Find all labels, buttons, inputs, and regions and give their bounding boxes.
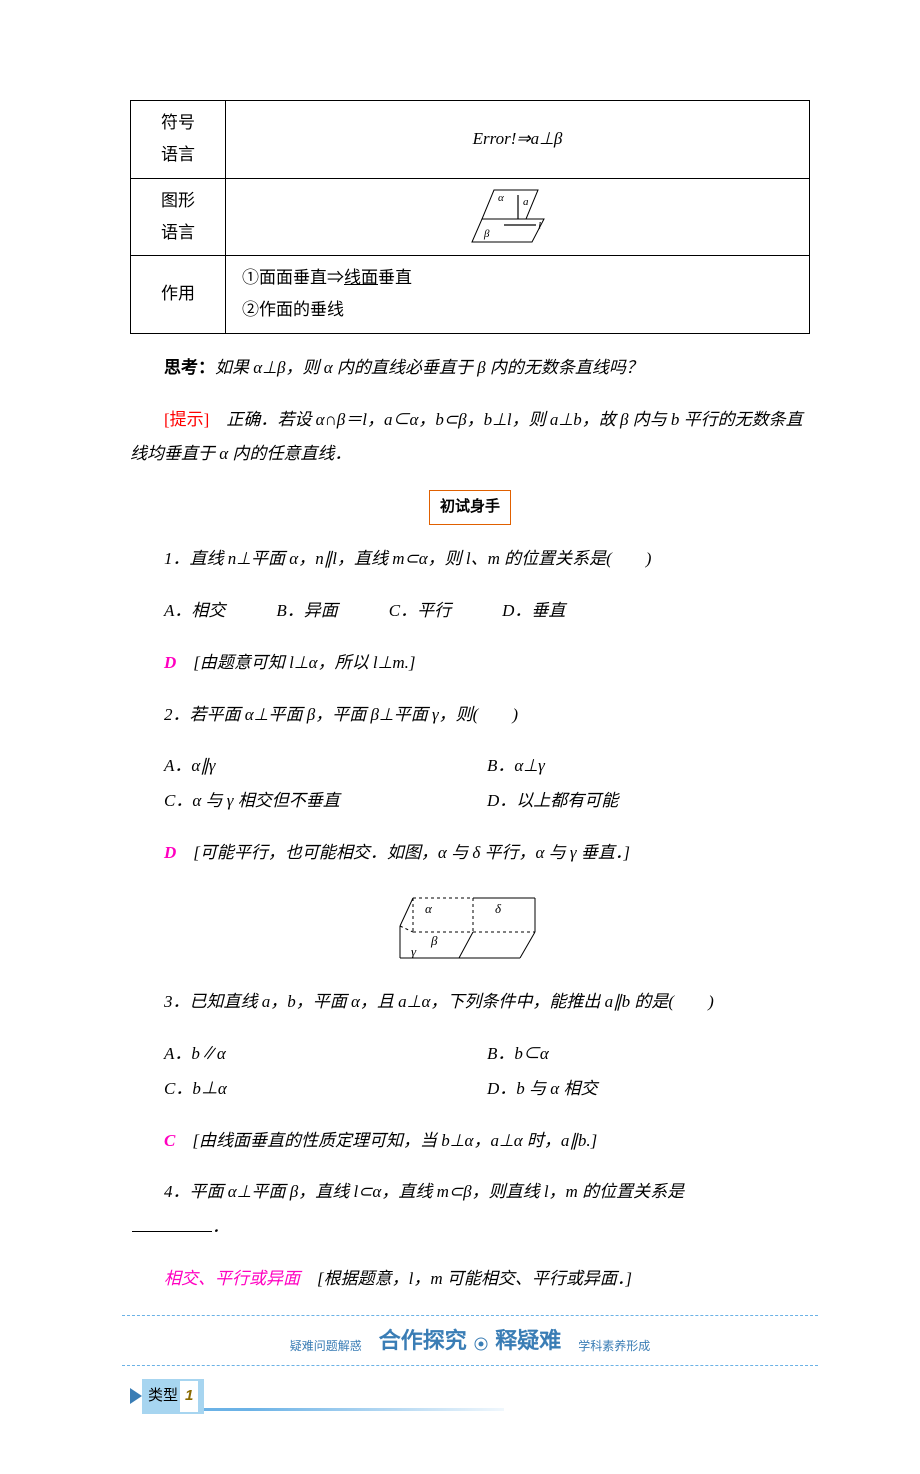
q3-answer: C [由线面垂直的性质定理可知，当 b⊥α，a⊥α 时，a∥b.] [130, 1124, 810, 1159]
row-figure-label: 图形 语言 [131, 178, 226, 256]
tip-text: 正确．若设 α∩β＝l，a⊂α，b⊂β，b⊥l，则 a⊥b，故 β 内与 b 平… [130, 410, 803, 464]
q3-options-row2: C．b⊥α D．b 与 α 相交 [164, 1072, 810, 1107]
think-text: 如果 α⊥β，则 α 内的直线必垂直于 β 内的无数条直线吗？ [215, 358, 643, 377]
q1-opt-d[interactable]: D．垂直 [502, 601, 565, 620]
svg-text:γ: γ [411, 944, 417, 959]
q1-ans-letter: D [164, 653, 176, 672]
triangle-icon [130, 1388, 142, 1404]
q2-opt-c[interactable]: C．α 与 γ 相交但不垂直 [164, 784, 487, 819]
q3-ans-text: [由线面垂直的性质定理可知，当 b⊥α，a⊥α 时，a∥b.] [175, 1131, 597, 1150]
type-num: 1 [180, 1381, 198, 1412]
banner-dot-icon [473, 1336, 489, 1352]
svg-text:δ: δ [495, 901, 502, 916]
usage-line-2: ②作面的垂线 [242, 300, 344, 319]
q2-ans-text: [可能平行，也可能相交．如图，α 与 δ 平行，α 与 γ 垂直．] [176, 843, 630, 862]
q3-opt-b[interactable]: B．b⊂α [487, 1037, 810, 1072]
q1-options: A．相交 B．异面 C．平行 D．垂直 [164, 594, 810, 629]
q1-ans-text: [由题意可知 l⊥α，所以 l⊥m.] [176, 653, 415, 672]
q3-opt-d[interactable]: D．b 与 α 相交 [487, 1072, 810, 1107]
label-line: 语言 [161, 223, 195, 242]
q4-tail: ． [212, 1217, 229, 1236]
banner-left: 疑难问题解惑 [290, 1339, 362, 1353]
divider-label: 初试身手 [429, 490, 511, 525]
q4-blank-line: ． [130, 1210, 810, 1245]
type-label: 类型 [148, 1387, 178, 1404]
beta-label: β [483, 228, 490, 240]
divider-try: 初试身手 [130, 489, 810, 525]
q2-opt-d[interactable]: D．以上都有可能 [487, 784, 810, 819]
q3-ans-letter: C [164, 1131, 175, 1150]
q1-opt-b[interactable]: B．异面 [276, 601, 337, 620]
a-label: a [523, 196, 529, 208]
q2-opt-b[interactable]: B．α⊥γ [487, 749, 810, 784]
q3-options-row1: A．b∥α B．b⊂α [164, 1037, 810, 1072]
usage-line-1c: 垂直 [378, 268, 412, 287]
q2-options-row1: A．α∥γ B．α⊥γ [164, 749, 810, 784]
fill-blank[interactable] [132, 1231, 212, 1232]
q4-ans-text: [根据题意，l，m 可能相交、平行或异面．] [300, 1269, 632, 1288]
l-label: l [538, 220, 541, 232]
label-line: 语言 [161, 145, 195, 164]
q2-opt-a[interactable]: A．α∥γ [164, 749, 487, 784]
q4-ans-label: 相交、平行或异面 [164, 1269, 300, 1288]
row-symbol-label: 符号 语言 [131, 101, 226, 179]
symbol-formula: Error!⇒a⊥β [473, 129, 563, 148]
svg-text:α: α [425, 901, 433, 916]
usage-line-1b: 线面 [344, 268, 378, 287]
type-badge: 类型1 [130, 1378, 810, 1414]
q2-stem: 2．若平面 α⊥平面 β，平面 β⊥平面 γ，则( ) [130, 698, 810, 733]
svg-text:β: β [430, 933, 438, 948]
label-line: 图形 [161, 191, 195, 210]
row-symbol-content: Error!⇒a⊥β [226, 101, 810, 179]
q1-answer: D [由题意可知 l⊥α，所以 l⊥m.] [130, 646, 810, 681]
label-line: 符号 [161, 113, 195, 132]
tip-label: [提示] [164, 410, 209, 429]
banner-mid1: 合作探究 [379, 1328, 467, 1353]
q1-stem: 1．直线 n⊥平面 α，n∥l，直线 m⊂α，则 l、m 的位置关系是( ) [130, 542, 810, 577]
q4-stem: 4．平面 α⊥平面 β，直线 l⊂α，直线 m⊂β，则直线 l，m 的位置关系是 [130, 1175, 810, 1210]
q2-answer: D [可能平行，也可能相交．如图，α 与 δ 平行，α 与 γ 垂直．] [130, 836, 810, 871]
q2-figure: α δ β γ [130, 888, 810, 968]
think-label: 思考： [164, 358, 215, 377]
q4-answer: 相交、平行或异面 [根据题意，l，m 可能相交、平行或异面．] [130, 1262, 810, 1297]
q3-opt-c[interactable]: C．b⊥α [164, 1072, 487, 1107]
type-tail [204, 1408, 504, 1411]
theorem-table: 符号 语言 Error!⇒a⊥β 图形 语言 α a l [130, 100, 810, 334]
section-banner: 疑难问题解惑 合作探究 释疑难 学科素养形成 [122, 1315, 818, 1366]
q3-opt-a[interactable]: A．b∥α [164, 1037, 487, 1072]
tip-paragraph: [提示] 正确．若设 α∩β＝l，a⊂α，b⊂β，b⊥l，则 a⊥b，故 β 内… [130, 403, 810, 473]
banner-mid2: 释疑难 [495, 1328, 561, 1353]
row-figure-content: α a l β [226, 178, 810, 256]
row-usage-label: 作用 [131, 256, 226, 334]
q2-ans-letter: D [164, 843, 176, 862]
usage-line-1a: ①面面垂直⇒ [242, 268, 344, 287]
banner-right: 学科素养形成 [578, 1339, 650, 1353]
q1-opt-c[interactable]: C．平行 [389, 601, 451, 620]
q2-options-row2: C．α 与 γ 相交但不垂直 D．以上都有可能 [164, 784, 810, 819]
planes-figure: α a l β [468, 187, 568, 247]
q3-stem: 3．已知直线 a，b，平面 α，且 a⊥α，下列条件中，能推出 a∥b 的是( … [130, 985, 810, 1020]
think-paragraph: 思考：如果 α⊥β，则 α 内的直线必垂直于 β 内的无数条直线吗？ [130, 351, 810, 386]
q1-opt-a[interactable]: A．相交 [164, 601, 225, 620]
row-usage-content: ①面面垂直⇒线面垂直 ②作面的垂线 [226, 256, 810, 334]
alpha-label: α [498, 192, 504, 204]
